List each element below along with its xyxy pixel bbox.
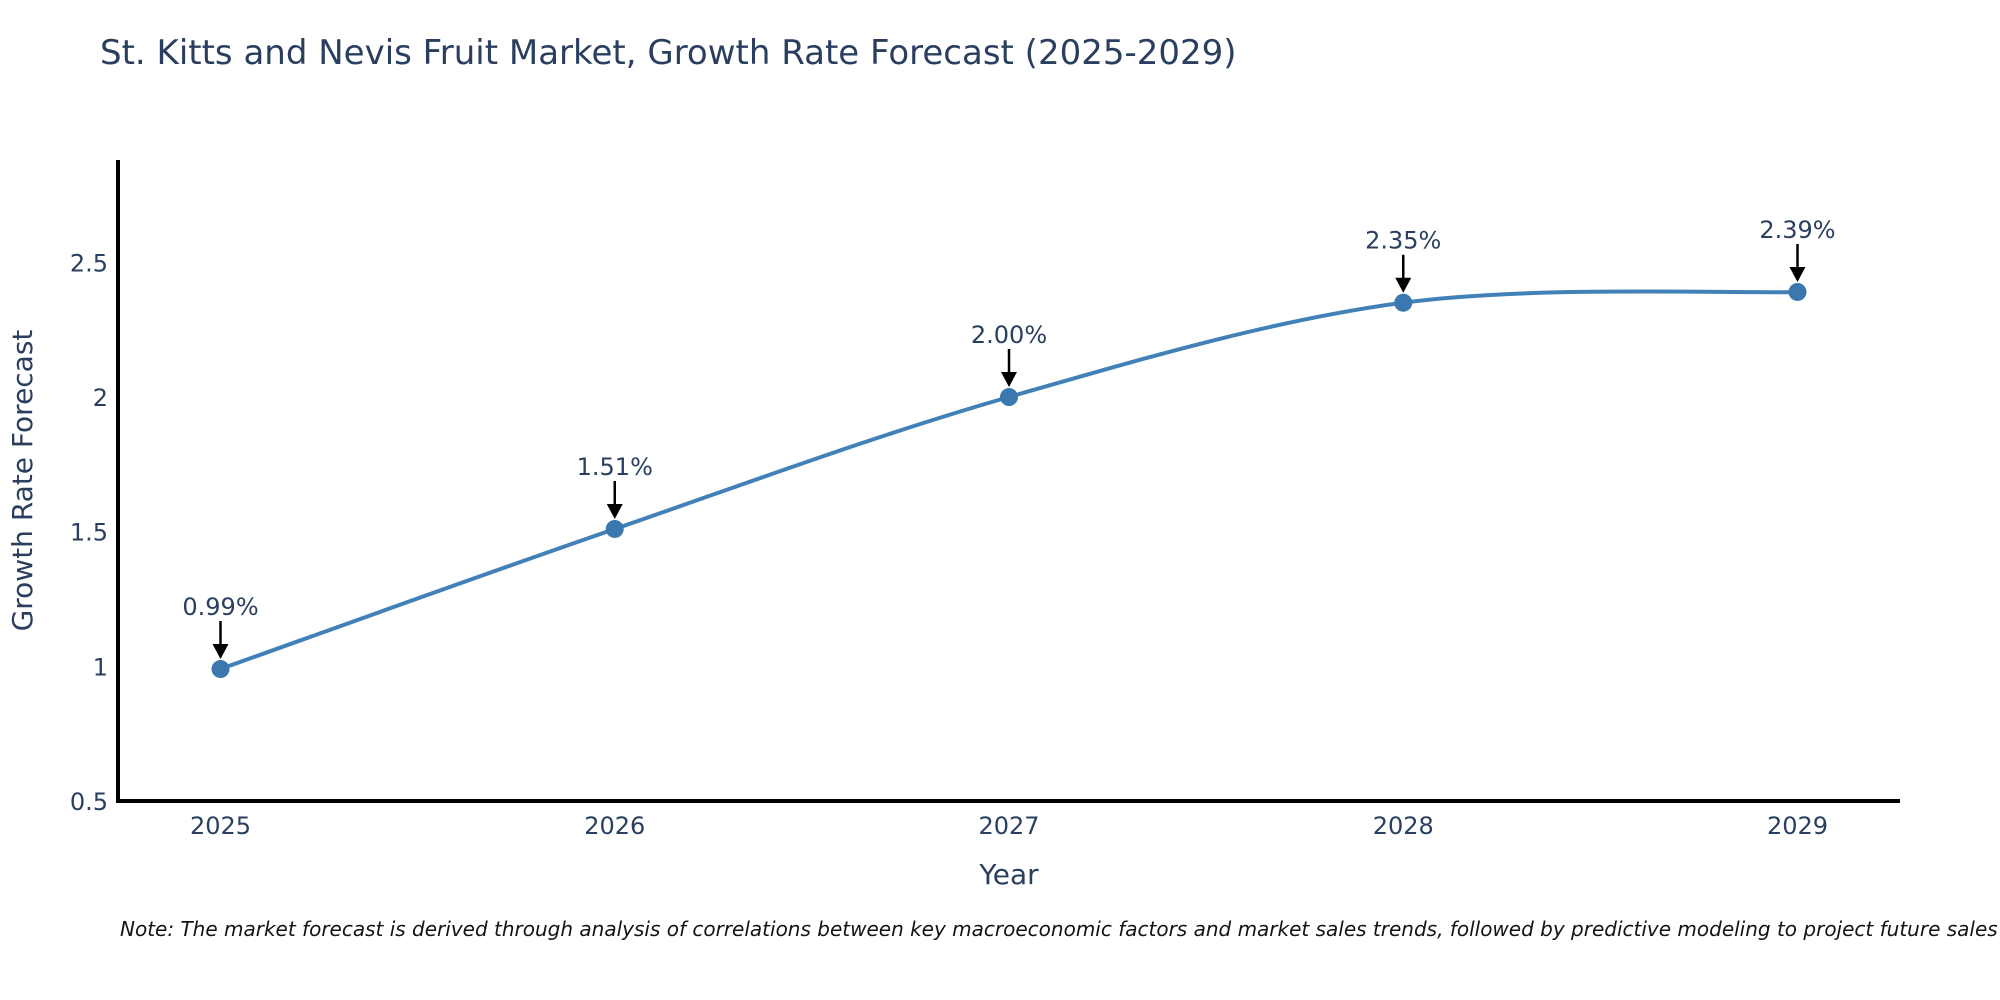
- annotation-arrowhead: [606, 503, 623, 519]
- data-point[interactable]: [1788, 282, 1807, 301]
- y-tick-label: 2.5: [70, 249, 108, 277]
- point-value-label: 0.99%: [182, 593, 258, 621]
- footnote: Note: The market forecast is derived thr…: [120, 917, 1998, 941]
- data-point[interactable]: [605, 519, 624, 538]
- x-tick-label: 2025: [190, 812, 251, 840]
- x-tick-label: 2026: [584, 812, 645, 840]
- x-tick-label: 2028: [1373, 812, 1434, 840]
- chart-title: St. Kitts and Nevis Fruit Market, Growth…: [100, 33, 1237, 73]
- x-tick-label: 2027: [978, 812, 1039, 840]
- point-value-label: 1.51%: [577, 453, 653, 481]
- point-value-label: 2.35%: [1365, 227, 1441, 255]
- y-tick-label: 2: [93, 384, 108, 412]
- x-tick-label: 2029: [1767, 812, 1828, 840]
- y-tick-label: 1.5: [70, 519, 108, 547]
- data-point[interactable]: [1000, 388, 1018, 407]
- point-value-label: 2.39%: [1759, 216, 1835, 244]
- annotation-arrowhead: [212, 644, 229, 660]
- y-axis-title: Growth Rate Forecast: [6, 330, 39, 632]
- point-value-label: 2.00%: [971, 321, 1047, 349]
- y-tick-label: 0.5: [70, 788, 108, 816]
- data-point[interactable]: [1394, 293, 1413, 312]
- annotation-arrowhead: [1789, 266, 1806, 282]
- annotation-arrowhead: [1395, 277, 1412, 293]
- x-axis-title: Year: [978, 858, 1039, 891]
- data-point[interactable]: [211, 660, 230, 679]
- y-tick-label: 1: [93, 653, 108, 681]
- annotation-arrowhead: [1001, 372, 1017, 388]
